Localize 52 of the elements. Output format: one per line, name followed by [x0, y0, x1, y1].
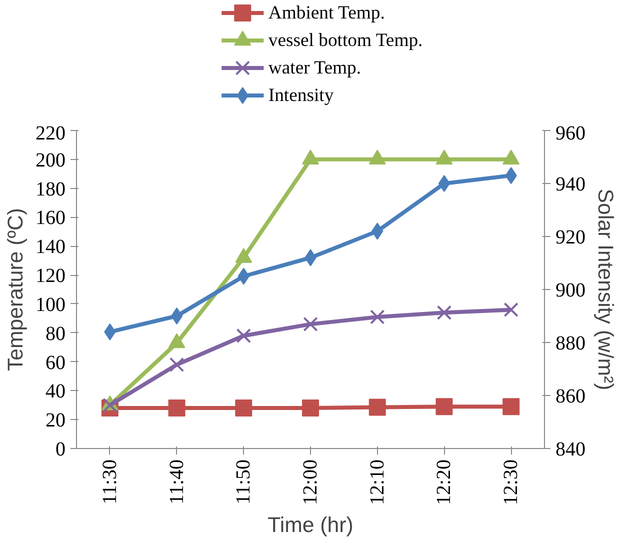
x-tick-label: 12:10	[366, 459, 388, 506]
x-tick-label: 12:00	[300, 459, 322, 506]
y-axis-title: Temperature (ºC)	[4, 208, 28, 372]
point	[436, 398, 453, 416]
point	[235, 248, 252, 263]
y2-tick-label: 940	[556, 174, 586, 196]
point	[236, 328, 252, 344]
x-tick-label: 12:30	[500, 459, 522, 506]
point	[504, 302, 518, 318]
y-tick-label: 160	[36, 207, 66, 230]
point	[368, 398, 386, 416]
point	[502, 398, 520, 416]
y-tick-label: 0	[56, 438, 66, 460]
x-tick-label: 12:20	[433, 459, 456, 506]
y2-tick-label: 860	[556, 386, 586, 408]
x-axis-title: Time (hr)	[268, 513, 354, 538]
y2-tick-label: 900	[556, 280, 586, 302]
y2-tick-label: 840	[556, 438, 586, 460]
y-tick-label: 200	[36, 149, 66, 172]
y-tick-label: 120	[36, 265, 66, 288]
point	[302, 150, 319, 165]
point	[302, 400, 319, 417]
y-tick-label: 20	[46, 410, 66, 432]
y-tick-label: 140	[36, 236, 66, 258]
point	[235, 400, 252, 417]
y-tick-label: 40	[46, 380, 66, 403]
legend-label: Intensity	[268, 85, 334, 106]
point	[436, 305, 452, 320]
x-tick-label: 11:30	[98, 459, 121, 504]
point	[370, 310, 385, 324]
point	[170, 308, 183, 324]
legend-label: Ambient Temp.	[268, 2, 385, 24]
legend-label: vessel bottom Temp.	[268, 30, 423, 51]
point	[438, 175, 450, 192]
legend-label: water Temp.	[268, 58, 362, 78]
y-tick-label: 80	[46, 322, 66, 345]
x-tick-label: 11:50	[232, 459, 255, 504]
point	[502, 150, 520, 165]
point	[303, 316, 318, 332]
y2-tick-label: 880	[556, 332, 586, 354]
y-tick-label: 60	[46, 352, 66, 374]
x-tick-label: 11:40	[166, 459, 188, 504]
point	[368, 150, 386, 165]
point	[169, 357, 184, 372]
y-tick-label: 180	[36, 178, 66, 200]
y2-tick-label: 920	[556, 226, 586, 248]
y-tick-label: 220	[36, 122, 66, 144]
y2-tick-label: 960	[556, 122, 586, 144]
point	[436, 150, 453, 165]
point	[168, 400, 186, 417]
y2-axis-title: Solar Intensity (w/m²)	[594, 188, 618, 390]
y-tick-label: 100	[36, 294, 66, 316]
